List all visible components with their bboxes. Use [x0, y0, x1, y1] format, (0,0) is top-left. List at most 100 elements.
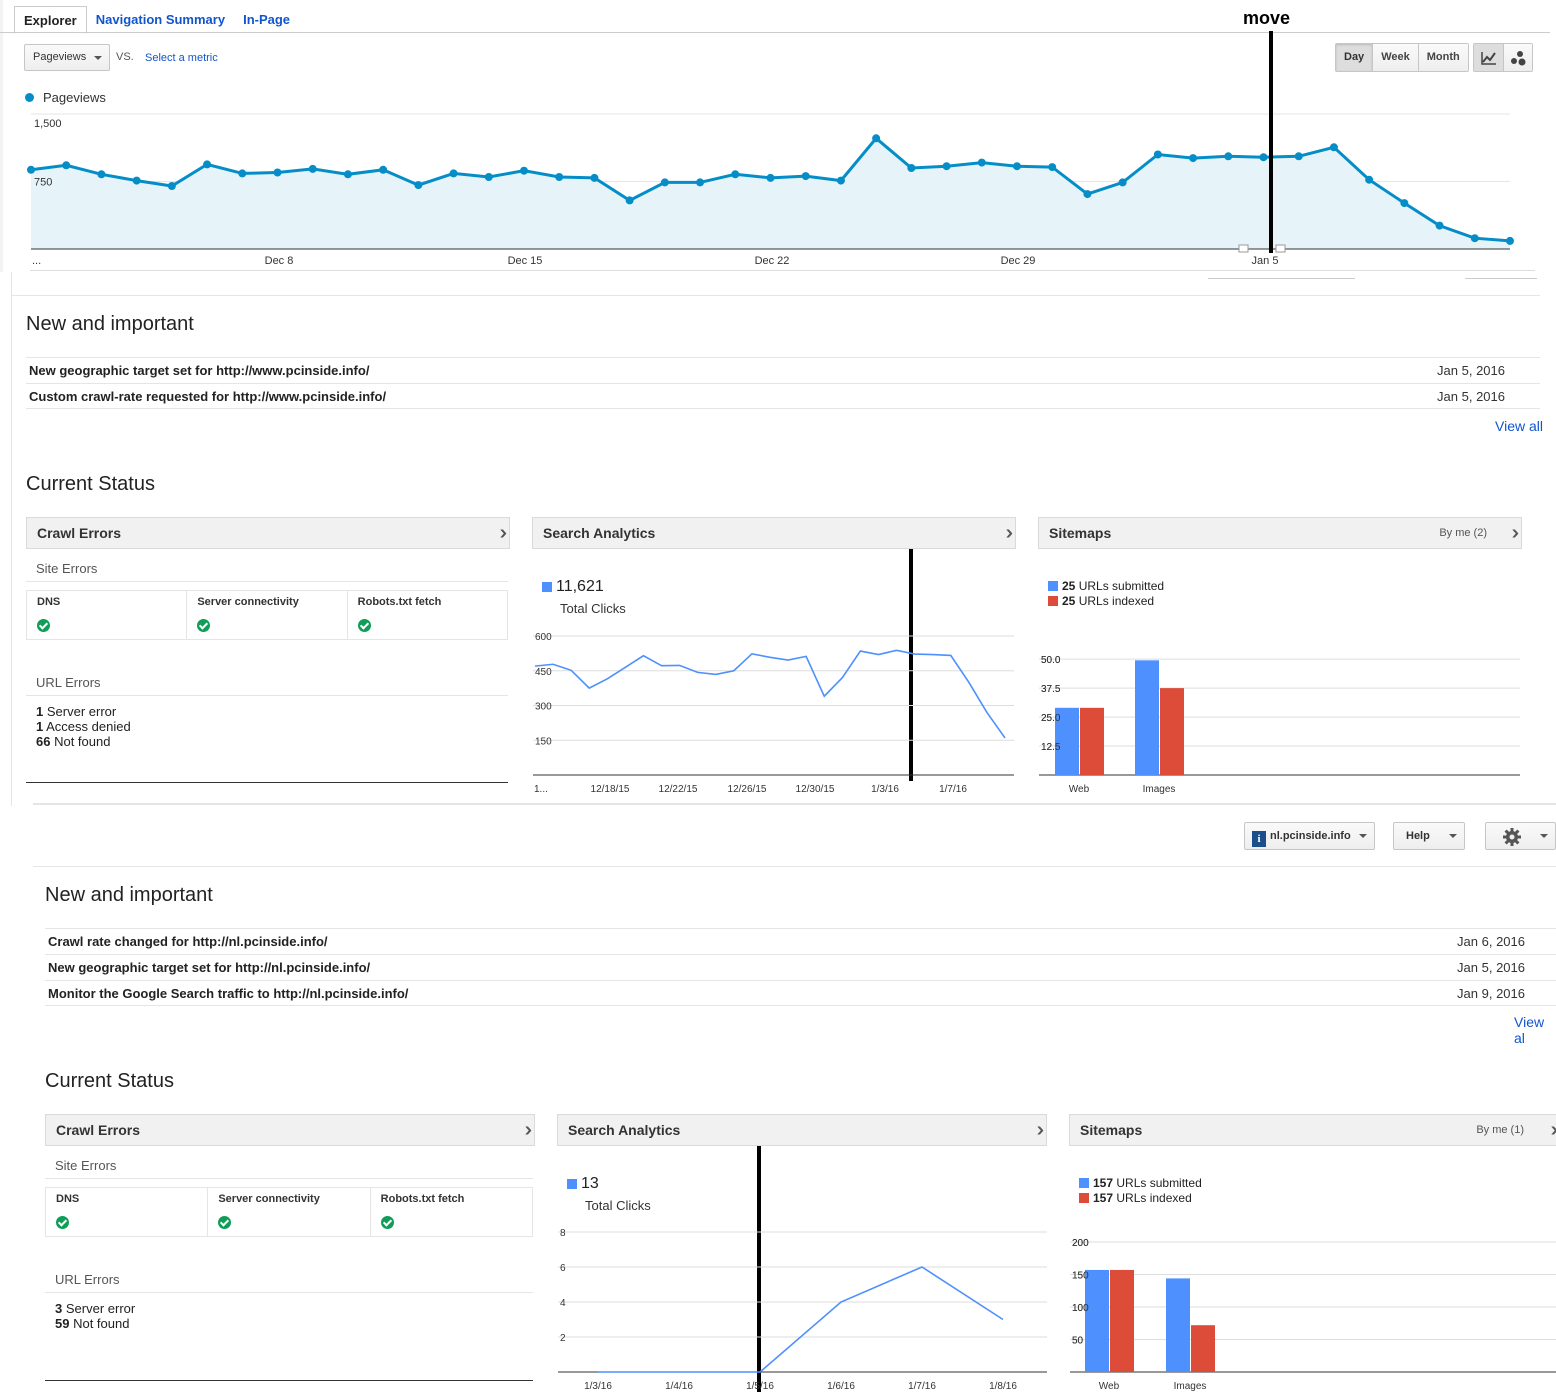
message-text: Crawl rate changed for http://nl.pcinsid… — [48, 934, 328, 949]
y-tick-label: 150 — [1072, 1271, 1089, 1282]
crawl-errors-title: Crawl Errors — [37, 525, 122, 541]
gear-icon — [1503, 828, 1521, 846]
y-tick-label-overlay: 150 — [1072, 1271, 1089, 1282]
submitted-count: 157 — [1093, 1176, 1114, 1190]
by-me-label: By me (1) — [1476, 1124, 1524, 1136]
dns-cell[interactable]: DNS — [46, 1188, 207, 1236]
metric-select[interactable]: Pageviews — [24, 44, 110, 71]
url-errors-list: 3 Server error 59 Not found — [55, 1301, 135, 1331]
pageviews-legend-dot — [25, 93, 34, 102]
line-chart-view-button[interactable] — [1474, 44, 1503, 71]
clicks-line — [534, 649, 1006, 739]
error-count: 1 — [36, 719, 44, 734]
view-all-link[interactable]: View al — [1514, 1014, 1545, 1046]
sitemaps-header[interactable]: Sitemaps By me (2) ›› — [1038, 517, 1522, 549]
search-analytics-header[interactable]: Search Analytics ›› — [532, 517, 1016, 549]
sitemaps-header[interactable]: Sitemaps By me (1) ›› — [1069, 1114, 1556, 1146]
robots-fetch-label: Robots.txt fetch — [357, 596, 442, 608]
x-category-label: Web — [1069, 784, 1090, 795]
pageviews-point — [977, 158, 986, 167]
message-row[interactable]: Custom crawl-rate requested for http://w… — [26, 383, 1540, 409]
message-row[interactable]: New geographic target set for http://www… — [26, 357, 1540, 383]
dns-cell[interactable]: DNS — [27, 591, 186, 639]
divider — [45, 1178, 533, 1179]
error-label: Not found — [54, 734, 111, 749]
check-circle-icon — [37, 619, 50, 632]
url-error-row[interactable]: 1 Server error — [36, 704, 131, 719]
view-all-link[interactable]: View all — [1495, 418, 1543, 434]
url-error-row[interactable]: 59 Not found — [55, 1316, 135, 1331]
error-label: Not found — [73, 1316, 130, 1331]
x-tick-label: Dec 22 — [755, 255, 790, 267]
motion-chart-view-button[interactable] — [1503, 44, 1532, 71]
pageviews-legend-label: Pageviews — [43, 90, 106, 105]
clicks-number: 13 — [581, 1175, 599, 1192]
submitted-square — [1048, 581, 1058, 591]
crawl-errors-header[interactable]: Crawl Errors ›› — [45, 1114, 535, 1146]
pageviews-point — [836, 176, 845, 185]
x-tick-label: 12/22/15 — [659, 784, 698, 795]
tab-navigation-summary[interactable]: Navigation Summary — [95, 12, 226, 27]
pageviews-point — [1400, 199, 1409, 208]
pageviews-point — [1470, 234, 1479, 243]
robots-fetch-cell[interactable]: Robots.txt fetch — [346, 591, 507, 639]
pageviews-point — [1189, 154, 1198, 163]
tab-in-page[interactable]: In-Page — [243, 12, 291, 27]
message-date: Jan 5, 2016 — [1437, 363, 1505, 378]
help-button[interactable]: Help — [1393, 822, 1465, 850]
search-analytics-header[interactable]: Search Analytics ›› — [557, 1114, 1047, 1146]
chevron-down-icon — [1449, 834, 1457, 838]
url-errors-label: URL Errors — [55, 1272, 120, 1287]
url-error-row[interactable]: 3 Server error — [55, 1301, 135, 1316]
error-label: Access denied — [46, 719, 131, 734]
pageviews-point — [766, 173, 775, 182]
annotation-flag-icon — [1238, 244, 1249, 253]
card-bottom-border — [26, 782, 508, 783]
current-status-title: Current Status — [45, 1070, 174, 1092]
total-clicks-label: Total Clicks — [560, 601, 626, 616]
pageviews-point — [203, 160, 212, 169]
site-errors-grid: DNS Server connectivity Robots.txt fetch — [45, 1187, 533, 1237]
crawl-errors-header[interactable]: Crawl Errors ›› — [26, 517, 510, 549]
message-row[interactable]: New geographic target set for http://nl.… — [45, 954, 1556, 980]
pageviews-point — [62, 161, 71, 170]
robots-fetch-cell[interactable]: Robots.txt fetch — [369, 1188, 532, 1236]
y-tick-label: 150 — [535, 736, 552, 747]
month-button[interactable]: Month — [1418, 44, 1468, 71]
message-row[interactable]: Crawl rate changed for http://nl.pcinsid… — [45, 928, 1556, 954]
message-row[interactable]: Monitor the Google Search traffic to htt… — [45, 980, 1556, 1006]
pageviews-point — [1013, 162, 1021, 171]
indexed-legend: 25 URLs indexed — [1048, 594, 1164, 609]
settings-button[interactable] — [1485, 822, 1556, 850]
y-tick-label: 12.5 — [1041, 742, 1061, 753]
sitemaps-title: Sitemaps — [1080, 1122, 1143, 1138]
error-count: 59 — [55, 1316, 70, 1331]
y-tick-label-overlay: 25.0 — [1041, 713, 1061, 724]
pageviews-point — [167, 182, 176, 190]
clicks-line — [598, 1266, 1004, 1373]
tab-explorer[interactable]: Explorer — [14, 6, 87, 34]
pageviews-point — [942, 162, 951, 171]
url-error-row[interactable]: 66 Not found — [36, 734, 131, 749]
pageviews-point — [801, 172, 810, 181]
x-tick-label: 1/3/16 — [584, 1381, 612, 1392]
server-connectivity-cell[interactable]: Server connectivity — [207, 1188, 369, 1236]
x-tick-label: 1/6/16 — [827, 1381, 855, 1392]
submitted-square — [1079, 1178, 1089, 1188]
frame-edge — [0, 272, 12, 806]
chart-divider — [30, 270, 1535, 271]
error-label: Server error — [46, 704, 117, 719]
server-connectivity-cell[interactable]: Server connectivity — [186, 591, 346, 639]
move-marker-line — [1269, 31, 1273, 253]
url-error-row[interactable]: 1 Access denied — [36, 719, 131, 734]
select-metric-link[interactable]: Select a metric — [145, 52, 218, 64]
y-tick-label: 6 — [560, 1263, 566, 1274]
site-selector[interactable]: i nl.pcinside.info — [1244, 822, 1375, 850]
pageviews-point — [414, 181, 423, 190]
y-tick-label: 25.0 — [1041, 713, 1061, 724]
week-button[interactable]: Week — [1373, 44, 1419, 71]
dns-label: DNS — [37, 596, 61, 608]
day-button[interactable]: Day — [1336, 44, 1374, 71]
x-tick-label: 1/3/16 — [871, 784, 899, 795]
